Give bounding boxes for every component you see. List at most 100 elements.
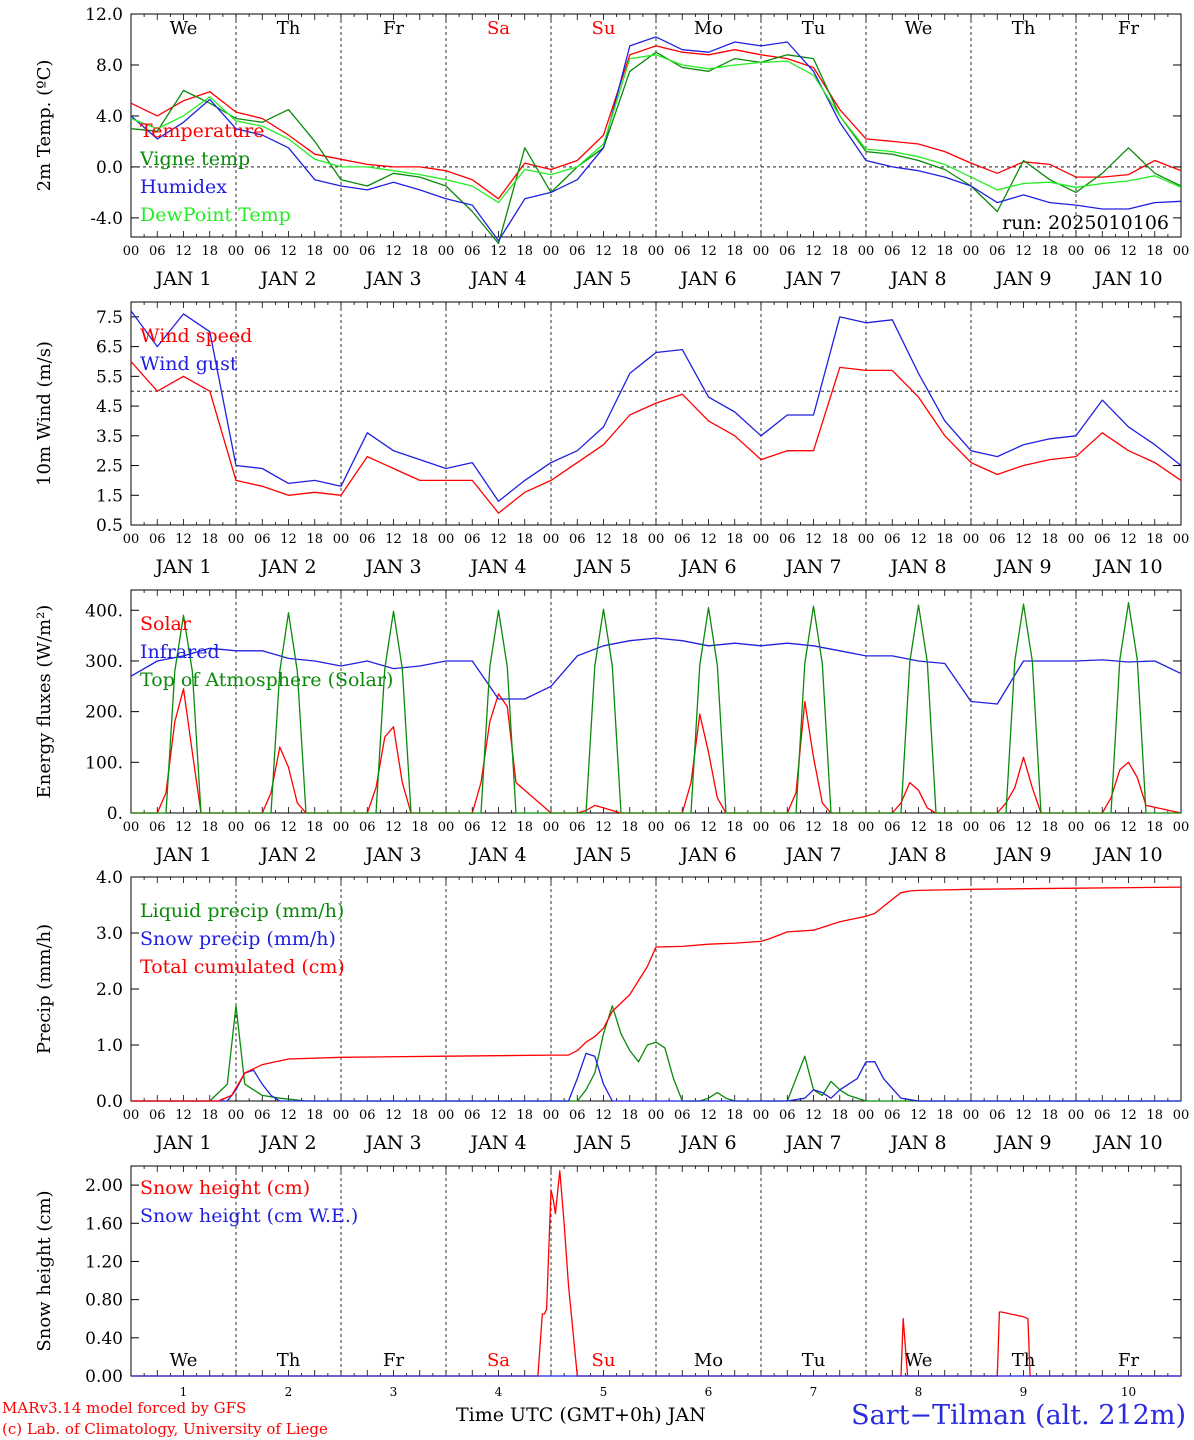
- y-tick-label: 1.0: [96, 1036, 123, 1056]
- series-line: [131, 886, 1182, 1102]
- hour-tick-label: 18: [726, 1108, 743, 1123]
- hour-tick-label: 00: [543, 244, 560, 259]
- hour-tick-label: 00: [1068, 820, 1085, 835]
- y-tick-label: 4.0: [96, 107, 123, 127]
- hour-tick-label: 00: [438, 1108, 455, 1123]
- date-label: JAN 4: [468, 844, 526, 866]
- date-label: JAN 4: [468, 556, 526, 578]
- hour-tick-label: 18: [936, 820, 953, 835]
- date-label: JAN 7: [783, 1132, 841, 1154]
- y-axis-label: Energy fluxes (W/m²): [34, 605, 55, 799]
- hour-tick-label: 06: [569, 244, 586, 259]
- station-name: Sart−Tilman (alt. 212m): [851, 1400, 1186, 1431]
- hour-tick-label: 12: [700, 532, 717, 547]
- hour-tick-label: 12: [175, 1108, 192, 1123]
- day-number-label: 5: [600, 1385, 608, 1399]
- hour-tick-label: 06: [884, 820, 901, 835]
- y-tick-label: 3.0: [96, 924, 123, 944]
- y-axis-label: 10m Wind (m/s): [34, 341, 55, 486]
- day-number-label: 8: [915, 1385, 923, 1399]
- hour-tick-label: 12: [595, 1108, 612, 1123]
- date-label: JAN 5: [573, 556, 631, 578]
- hour-tick-label: 06: [884, 1108, 901, 1123]
- hour-tick-label: 18: [516, 532, 533, 547]
- hour-tick-label: 00: [333, 532, 350, 547]
- date-label: JAN 2: [258, 268, 316, 290]
- y-tick-label: 5.5: [96, 367, 123, 387]
- hour-tick-label: 12: [595, 244, 612, 259]
- hour-tick-label: 00: [858, 1108, 875, 1123]
- y-tick-label: 4.5: [96, 397, 123, 417]
- hour-tick-label: 18: [621, 244, 638, 259]
- series-line: [130, 45, 1182, 200]
- hour-tick-label: 06: [149, 244, 166, 259]
- hour-tick-label: 06: [359, 1108, 376, 1123]
- legend-entry: Temperature: [140, 120, 264, 142]
- hour-tick-label: 00: [1068, 532, 1085, 547]
- hour-tick-label: 06: [884, 532, 901, 547]
- hour-tick-label: 00: [123, 532, 140, 547]
- hour-tick-label: 06: [1094, 1108, 1111, 1123]
- day-number-label: 6: [705, 1385, 713, 1399]
- weekday-label: Su: [592, 1350, 616, 1371]
- legend-entry: DewPoint Temp: [140, 204, 291, 226]
- y-tick-label: 300.: [85, 652, 123, 672]
- hour-tick-label: 12: [385, 244, 402, 259]
- day-number-label: 2: [285, 1385, 293, 1399]
- plot-frame: [130, 589, 1182, 814]
- hour-tick-label: 18: [411, 532, 428, 547]
- y-tick-label: 400.: [85, 601, 123, 621]
- weekday-label: Tu: [802, 1350, 826, 1371]
- legend-entry: Wind speed: [140, 325, 252, 347]
- y-tick-label: 200.: [85, 703, 123, 723]
- hour-tick-label: 06: [779, 532, 796, 547]
- series-line: [131, 1170, 1181, 1377]
- weekday-label: Mo: [694, 1350, 723, 1371]
- hour-tick-label: 18: [621, 820, 638, 835]
- y-tick-label: 0.5: [96, 516, 123, 536]
- hour-tick-label: 18: [201, 532, 218, 547]
- y-tick-label: 2.0: [96, 980, 123, 1000]
- hour-tick-label: 00: [543, 820, 560, 835]
- y-tick-label: 1.60: [85, 1214, 123, 1234]
- hour-tick-label: 00: [1173, 1108, 1190, 1123]
- hour-tick-label: 00: [438, 820, 455, 835]
- weekday-label: Fr: [383, 1350, 404, 1371]
- series-line: [130, 36, 1182, 242]
- legend-entry: Humidex: [140, 176, 227, 198]
- y-tick-label: 2.5: [96, 457, 123, 477]
- hour-tick-label: 18: [201, 820, 218, 835]
- hour-tick-label: 12: [1015, 820, 1032, 835]
- hour-tick-label: 06: [359, 532, 376, 547]
- y-tick-label: 1.5: [96, 486, 123, 506]
- hour-tick-label: 12: [280, 1108, 297, 1123]
- hour-tick-label: 18: [936, 244, 953, 259]
- hour-tick-label: 00: [1173, 244, 1190, 259]
- hour-tick-label: 00: [858, 820, 875, 835]
- y-tick-label: 0.0: [96, 1092, 123, 1112]
- date-label: JAN 5: [573, 844, 631, 866]
- hour-tick-label: 06: [989, 244, 1006, 259]
- hour-tick-label: 18: [306, 1108, 323, 1123]
- hour-tick-label: 00: [1173, 532, 1190, 547]
- hour-tick-label: 18: [936, 1108, 953, 1123]
- hour-tick-label: 00: [753, 1108, 770, 1123]
- hour-tick-label: 12: [490, 532, 507, 547]
- date-label: JAN 10: [1092, 268, 1162, 290]
- time-axis-label: Time UTC (GMT+0h) JAN: [456, 1404, 706, 1426]
- hour-tick-label: 00: [123, 1108, 140, 1123]
- hour-tick-label: 12: [700, 820, 717, 835]
- hour-tick-label: 12: [1120, 244, 1137, 259]
- hour-tick-label: 06: [674, 820, 691, 835]
- hour-tick-label: 00: [648, 244, 665, 259]
- hour-tick-label: 06: [989, 532, 1006, 547]
- legend-entry: Snow height (cm W.E.): [140, 1205, 358, 1227]
- hour-tick-label: 06: [1094, 244, 1111, 259]
- hour-tick-label: 12: [1015, 244, 1032, 259]
- date-label: JAN 2: [258, 844, 316, 866]
- hour-tick-label: 06: [359, 820, 376, 835]
- hour-tick-label: 00: [228, 244, 245, 259]
- hour-tick-label: 06: [254, 244, 271, 259]
- date-label: JAN 6: [678, 844, 736, 866]
- date-label: JAN 3: [363, 844, 421, 866]
